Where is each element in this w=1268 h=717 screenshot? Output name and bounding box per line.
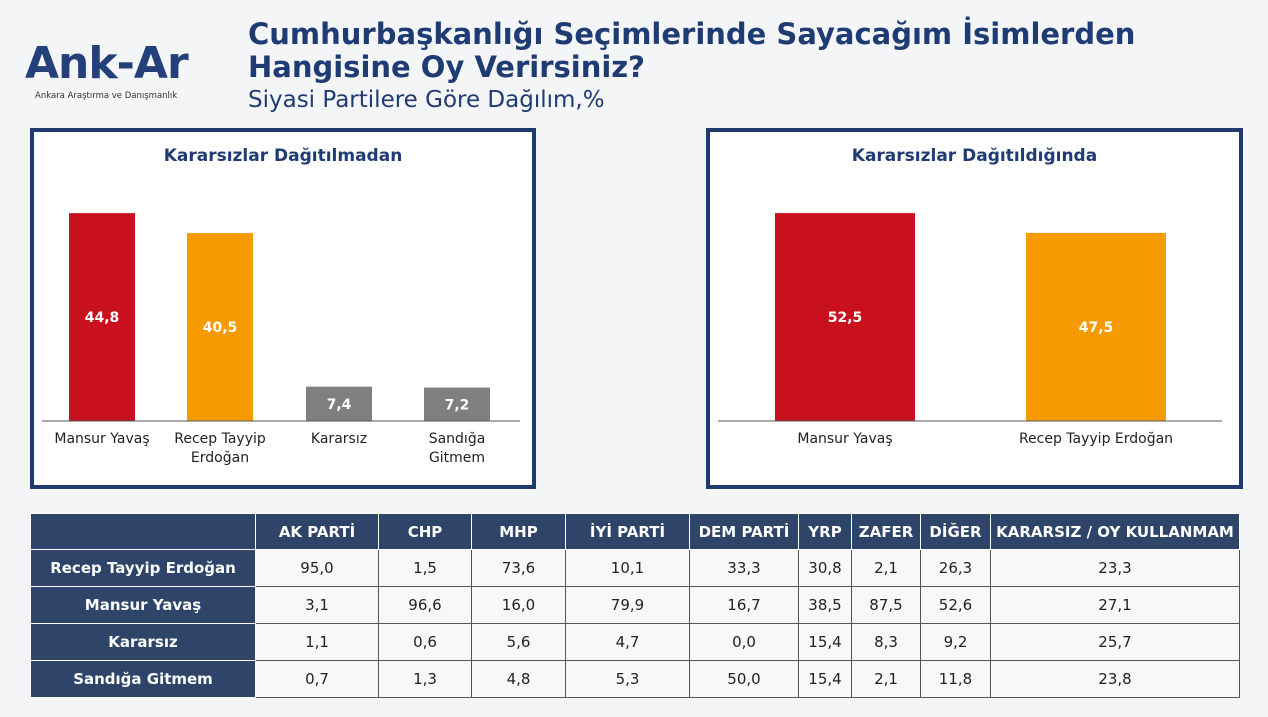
bar [69, 213, 135, 421]
category-label-line: Mansur Yavaş [797, 431, 892, 447]
category-label-line: Recep Tayyip Erdoğan [1019, 431, 1173, 447]
column-header: AK PARTİ [255, 513, 379, 550]
row-label: Recep Tayyip Erdoğan [30, 549, 256, 587]
category-label: Mansur Yavaş [54, 431, 149, 447]
bar [775, 213, 915, 421]
table-cell: 1,1 [255, 623, 379, 661]
table-cell: 27,1 [990, 586, 1240, 624]
data-label: 7,2 [445, 397, 470, 413]
row-label: Kararsız [30, 623, 256, 661]
table-cell: 16,7 [689, 586, 799, 624]
page-subtitle: Siyasi Partilere Göre Dağılım,% [248, 87, 605, 113]
column-header: KARARSIZ / OY KULLANMAM [990, 513, 1240, 550]
row-label: Sandığa Gitmem [30, 660, 256, 698]
table-cell: 5,6 [471, 623, 566, 661]
column-header: DEM PARTİ [689, 513, 799, 550]
category-label: Mansur Yavaş [797, 431, 892, 447]
data-label: 44,8 [85, 310, 120, 326]
category-label: Recep Tayyip Erdoğan [174, 431, 266, 466]
category-label: Kararsız [311, 431, 367, 447]
table-row: Kararsız 1,1 0,6 5,6 4,7 0,0 15,4 8,3 9,2 25,7 [30, 623, 1240, 661]
table-cell: 4,8 [471, 660, 566, 698]
column-header: YRP [798, 513, 852, 550]
table-cell: 73,6 [471, 549, 566, 587]
table-row: Recep Tayyip Erdoğan 95,0 1,5 73,6 10,1 33,3 3… [30, 549, 1240, 587]
category-label: Recep Tayyip Erdoğan [1019, 431, 1173, 447]
table-cell: 3,1 [255, 586, 379, 624]
column-header: ZAFER [851, 513, 921, 550]
table-cell: 0,6 [378, 623, 472, 661]
table-row: Mansur Yavaş 3,1 96,6 16,0 79,9 16,7 38,5 87,5 5… [30, 586, 1240, 624]
table-cell: 16,0 [471, 586, 566, 624]
column-header: CHP [378, 513, 472, 550]
logo-tagline: Ankara Araştırma ve Danışmanlık [35, 91, 178, 101]
table-cell: 5,3 [565, 660, 690, 698]
table-cell: 2,1 [851, 660, 921, 698]
category-label-line: Erdoğan [191, 450, 249, 466]
table-cell: 87,5 [851, 586, 921, 624]
column-header: MHP [471, 513, 566, 550]
data-label: 47,5 [1079, 320, 1114, 336]
table-cell: 0,0 [689, 623, 799, 661]
category-label: Sandığa Gitmem [429, 431, 486, 466]
title-line-1: Cumhurbaşkanlığı Seçimlerinde Sayacağım … [248, 17, 1136, 51]
category-label-line: Sandığa [429, 431, 486, 447]
page-title: Cumhurbaşkanlığı Seçimlerinde Sayacağım … [248, 18, 1135, 84]
bar-chart: 52,5 Mansur Yavaş 47,5 Recep Tayyip Erdoğan [718, 213, 1222, 447]
bar [306, 386, 372, 421]
table-cell: 15,4 [798, 623, 852, 661]
table-cell: 10,1 [565, 549, 690, 587]
data-label: 40,5 [203, 320, 238, 336]
logo-wordmark: Ank-Ar [25, 38, 189, 89]
table-cell: 11,8 [920, 660, 991, 698]
category-label-line: Gitmem [429, 450, 485, 466]
table-cell: 15,4 [798, 660, 852, 698]
bar-chart: 44,8 Mansur Yavaş 40,5 Recep Tayyip Erdoğan 7… [42, 213, 520, 466]
table-row: Sandığa Gitmem 0,7 1,3 4,8 5,3 50,0 15,4 2,1 11,… [30, 660, 1240, 698]
chart-title: Kararsızlar Dağıtıldığında [851, 146, 1098, 166]
chart-undecided-not-distributed: Kararsızlar Dağıtılmadan 44,8 Mansur Yava… [30, 128, 536, 489]
table-cell: 23,8 [990, 660, 1240, 698]
bar [1026, 232, 1166, 421]
table-cell: 30,8 [798, 549, 852, 587]
category-label-line: Kararsız [311, 431, 367, 447]
table-cell: 0,7 [255, 660, 379, 698]
table-cell: 96,6 [378, 586, 472, 624]
category-label-line: Mansur Yavaş [54, 431, 149, 447]
table-cell: 8,3 [851, 623, 921, 661]
column-header [30, 513, 256, 550]
row-label: Mansur Yavaş [30, 586, 256, 624]
table-cell: 95,0 [255, 549, 379, 587]
table-cell: 1,5 [378, 549, 472, 587]
column-header: İYİ PARTİ [565, 513, 690, 550]
title-line-2: Hangisine Oy Verirsiniz? [248, 50, 646, 84]
party-breakdown-table: AK PARTİ CHP MHP İYİ PARTİ DEM PARTİ YRP ZAFER… [30, 513, 1240, 698]
data-label: 52,5 [828, 310, 863, 326]
data-label: 7,4 [327, 397, 352, 413]
column-header: DİĞER [920, 513, 991, 550]
logo: Ank-Ar Ankara Araştırma ve Danışmanlık [25, 38, 205, 101]
table-cell: 33,3 [689, 549, 799, 587]
table-cell: 52,6 [920, 586, 991, 624]
table-cell: 23,3 [990, 549, 1240, 587]
table-cell: 9,2 [920, 623, 991, 661]
chart-undecided-distributed: Kararsızlar Dağıtıldığında 52,5 Mansur Ya… [706, 128, 1243, 489]
table-cell: 25,7 [990, 623, 1240, 661]
table-cell: 26,3 [920, 549, 991, 587]
table-cell: 38,5 [798, 586, 852, 624]
table-cell: 1,3 [378, 660, 472, 698]
table-cell: 4,7 [565, 623, 690, 661]
chart-title: Kararsızlar Dağıtılmadan [163, 146, 403, 166]
table-header-row: AK PARTİ CHP MHP İYİ PARTİ DEM PARTİ YRP ZAFER… [30, 513, 1240, 550]
bar [187, 233, 253, 421]
table-cell: 79,9 [565, 586, 690, 624]
category-label-line: Recep Tayyip [174, 431, 266, 447]
bar [424, 387, 490, 421]
table-cell: 50,0 [689, 660, 799, 698]
table-cell: 2,1 [851, 549, 921, 587]
